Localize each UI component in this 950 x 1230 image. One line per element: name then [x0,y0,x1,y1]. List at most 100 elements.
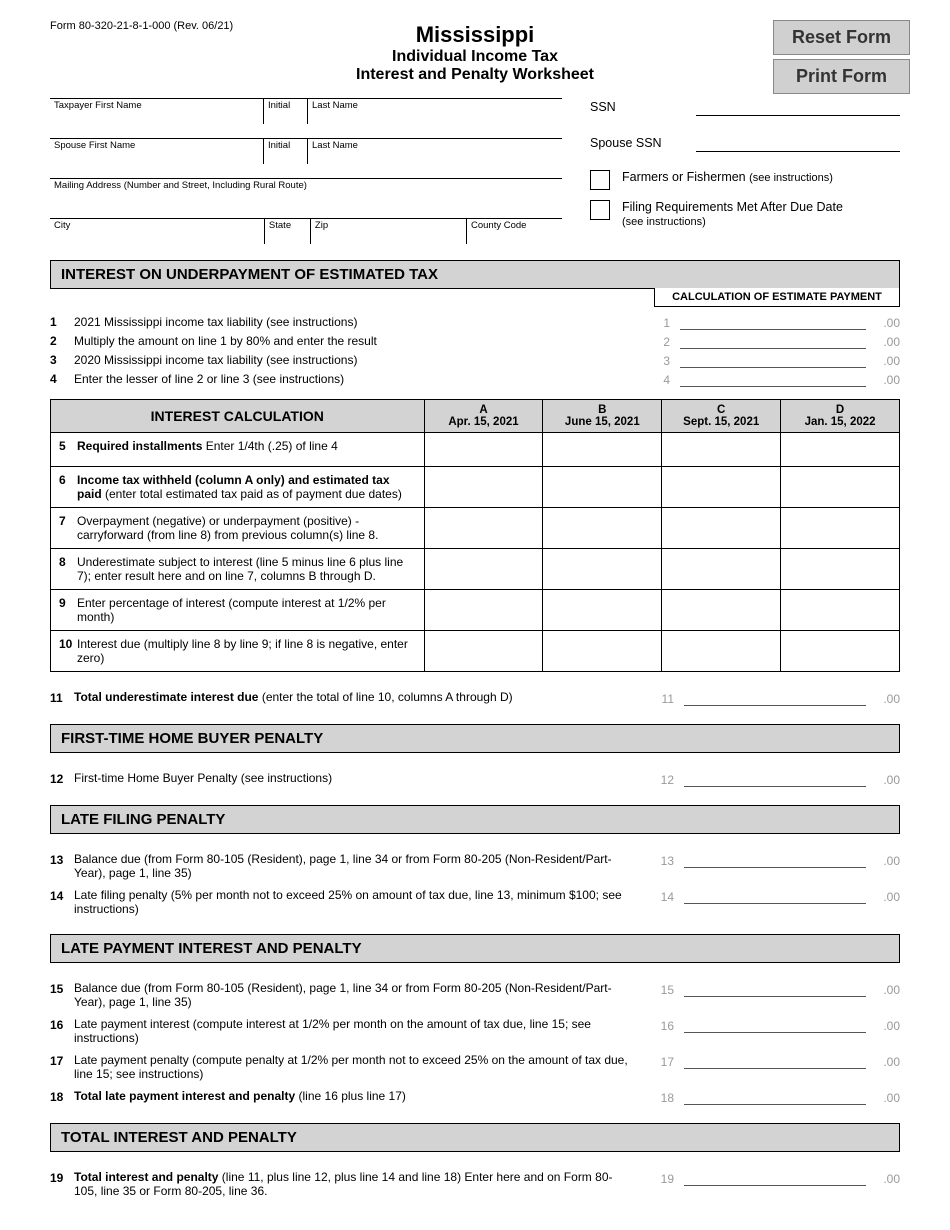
line-18-desc: Total late payment interest and penalty … [74,1089,654,1103]
calc-row-6-d[interactable] [781,467,900,508]
farmers-label: Farmers or Fishermen (see instructions) [622,170,833,184]
line-17-desc: Late payment penalty (compute penalty at… [74,1053,654,1081]
line-16-input[interactable] [684,1017,866,1033]
col-d-header: DJan. 15, 2022 [781,400,900,433]
section-fthb: FIRST-TIME HOME BUYER PENALTY [50,724,900,753]
calc-row-8-b[interactable] [543,549,662,590]
line-1-input[interactable] [680,315,866,330]
calc-row-9-b[interactable] [543,590,662,631]
line-12-desc: First-time Home Buyer Penalty (see instr… [74,771,654,785]
mailing-address-field[interactable]: Mailing Address (Number and Street, Incl… [50,178,562,204]
calc-row-10-a[interactable] [424,631,543,672]
state-field[interactable]: State [264,218,310,244]
spouse-last-name-field[interactable]: Last Name [307,138,562,164]
line-16-desc: Late payment interest (compute interest … [74,1017,654,1045]
calc-row-6-desc: 6Income tax withheld (column A only) and… [51,467,425,508]
line-15-input[interactable] [684,981,866,997]
zip-field[interactable]: Zip [310,218,466,244]
line-14-desc: Late filing penalty (5% per month not to… [74,888,654,916]
taxpayer-first-name-field[interactable]: Taxpayer First Name [50,98,263,124]
calc-row-8-c[interactable] [662,549,781,590]
line-17-num: 17 [50,1053,74,1068]
col-a-header: AApr. 15, 2021 [424,400,543,433]
calc-row-8-desc: 8Underestimate subject to interest (line… [51,549,425,590]
calc-row-9-desc: 9Enter percentage of interest (compute i… [51,590,425,631]
col-b-header: BJune 15, 2021 [543,400,662,433]
ssn-input[interactable] [696,98,900,116]
calc-row-5-b[interactable] [543,433,662,467]
calc-row-7-a[interactable] [424,508,543,549]
line-11-input[interactable] [684,690,866,706]
line-4-rn: 4 [654,373,670,387]
calc-row-7-desc: 7Overpayment (negative) or underpayment … [51,508,425,549]
print-form-button[interactable]: Print Form [773,59,910,94]
city-field[interactable]: City [50,218,264,244]
section-total: TOTAL INTEREST AND PENALTY [50,1123,900,1152]
filing-req-label: Filing Requirements Met After Due Date(s… [622,200,843,228]
line-17-input[interactable] [684,1053,866,1069]
calc-row-9-d[interactable] [781,590,900,631]
calc-row-7-d[interactable] [781,508,900,549]
calc-row-5-a[interactable] [424,433,543,467]
line-16-rn: 16 [654,1019,674,1033]
line-17-rn: 17 [654,1055,674,1069]
interest-calculation-table: INTEREST CALCULATION AApr. 15, 2021 BJun… [50,399,900,672]
line-11-num: 11 [50,690,74,705]
section-late-filing: LATE FILING PENALTY [50,805,900,834]
line-3-rn: 3 [654,354,670,368]
calc-row-6-c[interactable] [662,467,781,508]
line-15-num: 15 [50,981,74,996]
section-interest-underpayment: INTEREST ON UNDERPAYMENT OF ESTIMATED TA… [50,260,900,289]
calc-row-9-c[interactable] [662,590,781,631]
line-13-input[interactable] [684,852,866,868]
interest-calc-header: INTEREST CALCULATION [51,400,425,433]
line-14-input[interactable] [684,888,866,904]
calc-row-10-c[interactable] [662,631,781,672]
spouse-ssn-input[interactable] [696,134,900,152]
line-13-rn: 13 [654,854,674,868]
calc-row-8-d[interactable] [781,549,900,590]
line-18-num: 18 [50,1089,74,1104]
section-late-payment: LATE PAYMENT INTEREST AND PENALTY [50,934,900,963]
col-c-header: CSept. 15, 2021 [662,400,781,433]
line-18-input[interactable] [684,1089,866,1105]
line-13-desc: Balance due (from Form 80-105 (Resident)… [74,852,654,880]
line-12-input[interactable] [684,771,866,787]
calc-row-10-b[interactable] [543,631,662,672]
line-1-desc: 2021 Mississippi income tax liability (s… [74,315,654,329]
line-13-num: 13 [50,852,74,867]
line-3-num: 3 [50,353,74,367]
calc-row-5-desc: 5Required installments Enter 1/4th (.25)… [51,433,425,467]
line-11-cents: .00 [876,692,900,706]
line-19-input[interactable] [684,1170,866,1186]
line-15-rn: 15 [654,983,674,997]
county-code-field[interactable]: County Code [466,218,562,244]
line-3-input[interactable] [680,353,866,368]
calc-row-6-a[interactable] [424,467,543,508]
line-15-desc: Balance due (from Form 80-105 (Resident)… [74,981,654,1009]
farmers-checkbox[interactable] [590,170,610,190]
line-2-input[interactable] [680,334,866,349]
calc-row-10-desc: 10Interest due (multiply line 8 by line … [51,631,425,672]
line-14-rn: 14 [654,890,674,904]
calc-row-5-d[interactable] [781,433,900,467]
line-19-desc: Total interest and penalty (line 11, plu… [74,1170,654,1198]
calc-row-6-b[interactable] [543,467,662,508]
filing-req-checkbox[interactable] [590,200,610,220]
calc-row-7-b[interactable] [543,508,662,549]
line-4-desc: Enter the lesser of line 2 or line 3 (se… [74,372,654,386]
calc-row-5-c[interactable] [662,433,781,467]
calc-row-7-c[interactable] [662,508,781,549]
line-2-num: 2 [50,334,74,348]
spouse-first-name-field[interactable]: Spouse First Name [50,138,263,164]
taxpayer-last-name-field[interactable]: Last Name [307,98,562,124]
reset-form-button[interactable]: Reset Form [773,20,910,55]
calc-row-10-d[interactable] [781,631,900,672]
spouse-initial-field[interactable]: Initial [263,138,307,164]
calc-row-8-a[interactable] [424,549,543,590]
line-4-input[interactable] [680,372,866,387]
calc-estimate-header: CALCULATION OF ESTIMATE PAYMENT [654,288,900,307]
line-12-num: 12 [50,771,74,786]
calc-row-9-a[interactable] [424,590,543,631]
taxpayer-initial-field[interactable]: Initial [263,98,307,124]
